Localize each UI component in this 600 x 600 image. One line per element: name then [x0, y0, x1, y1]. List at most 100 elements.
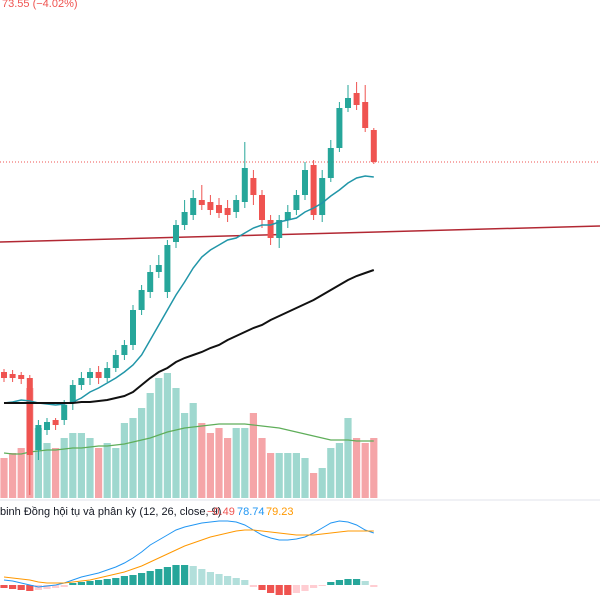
candle-body: [181, 212, 188, 225]
volume-bar: [275, 453, 283, 498]
candle-body: [44, 422, 50, 430]
candle-body: [35, 425, 42, 450]
volume-bar: [52, 448, 60, 498]
volume-bar: [353, 438, 361, 498]
volume-bar: [129, 418, 137, 498]
macd-histogram-bar: [189, 566, 197, 585]
volume-bar: [249, 413, 257, 498]
volume-bar: [301, 458, 309, 498]
macd-histogram-bar: [181, 565, 189, 585]
macd-histogram-bar: [344, 579, 352, 585]
volume-bar: [206, 433, 214, 498]
volume-bar: [232, 428, 240, 498]
candle-body: [310, 165, 317, 215]
macd-histogram-bar: [86, 581, 94, 585]
macd-histogram-bar: [77, 582, 85, 585]
candle-body: [233, 200, 240, 212]
candle-body: [164, 245, 171, 292]
macd-histogram-bar: [284, 585, 292, 595]
macd-histogram-bar: [163, 567, 171, 585]
macd-histogram-bar: [301, 585, 309, 591]
volume-bar: [198, 423, 206, 498]
macd-histogram-bar: [0, 585, 8, 588]
macd-hist-value: −0.49: [207, 506, 235, 518]
candle-body: [362, 102, 369, 128]
candle-body: [216, 205, 222, 213]
candle-body: [130, 310, 136, 345]
volume-bar: [318, 468, 326, 498]
candle-body: [190, 198, 197, 215]
macd-histogram-bar: [52, 585, 60, 588]
signal-line: [3, 529, 374, 584]
macd-histogram-bar: [26, 585, 34, 591]
volume-bar: [9, 453, 17, 498]
macd-histogram-bar: [69, 583, 77, 585]
macd-histogram-bar: [310, 585, 318, 588]
candle-body: [121, 345, 128, 355]
macd-histogram-bar: [335, 580, 343, 585]
macd-line: [3, 520, 374, 588]
macd-histogram-bar: [353, 579, 361, 585]
candle-body: [1, 372, 7, 378]
macd-histogram-bar: [361, 581, 369, 585]
volume-bar: [120, 423, 128, 498]
macd-histogram-bar: [258, 585, 266, 590]
macd-histogram-bar: [60, 585, 68, 587]
macd-value: 78.74: [237, 506, 265, 518]
candle-body: [345, 98, 351, 108]
volume-bar: [155, 378, 163, 498]
candle-body: [78, 378, 85, 385]
candle-body: [302, 170, 308, 195]
candle-body: [18, 375, 25, 379]
volume-bar: [34, 428, 42, 498]
macd-histogram-bar: [232, 578, 240, 585]
candle-body: [87, 372, 93, 378]
volume-bar: [60, 438, 68, 498]
volume-bar: [335, 443, 343, 498]
macd-histogram-bar: [241, 580, 249, 585]
candle-body: [241, 168, 248, 202]
macd-histogram-bar: [198, 569, 206, 585]
macd-histogram-bar: [275, 585, 283, 595]
candle-body: [224, 208, 231, 215]
macd-histogram-bar: [215, 574, 223, 585]
macd-histogram-bar: [318, 585, 326, 586]
ma-fast-line: [3, 175, 374, 406]
candle-body: [26, 378, 33, 455]
volume-bar: [95, 448, 103, 498]
candle-body: [319, 178, 326, 215]
candle-body: [276, 220, 283, 238]
volume-bar: [181, 413, 189, 498]
candle-body: [327, 148, 334, 178]
volume-bar: [43, 443, 51, 498]
macd-histogram-bar: [9, 585, 17, 589]
volume-ma-line: [3, 423, 374, 455]
volume-bar: [241, 428, 249, 498]
volume-bar: [77, 433, 85, 498]
volume-bar: [172, 388, 180, 498]
candle-body: [61, 405, 68, 420]
candle-body: [112, 355, 119, 368]
candle-body: [155, 265, 162, 272]
candle-body: [9, 374, 16, 378]
macd-title: binh Đồng hội tụ và phân kỳ (12, 26, clo…: [0, 506, 221, 518]
volume-bar: [370, 438, 378, 498]
volume-bar: [292, 453, 300, 498]
ma-slow-line: [4, 269, 375, 404]
candle-body: [370, 130, 377, 162]
candle-body: [353, 93, 360, 105]
volume-bar: [163, 373, 171, 498]
macd-histogram-bar: [249, 585, 257, 587]
candle-body: [138, 290, 145, 310]
macd-histogram-bar: [172, 565, 180, 585]
volume-bar: [103, 443, 111, 498]
macd-histogram-bar: [327, 582, 335, 585]
volume-bar: [267, 453, 275, 498]
volume-bar: [215, 428, 223, 498]
macd-histogram-bar: [267, 585, 275, 593]
volume-bar: [138, 408, 146, 498]
volume-bar: [69, 433, 77, 498]
volume-bar: [86, 438, 94, 498]
candle-body: [95, 372, 102, 378]
